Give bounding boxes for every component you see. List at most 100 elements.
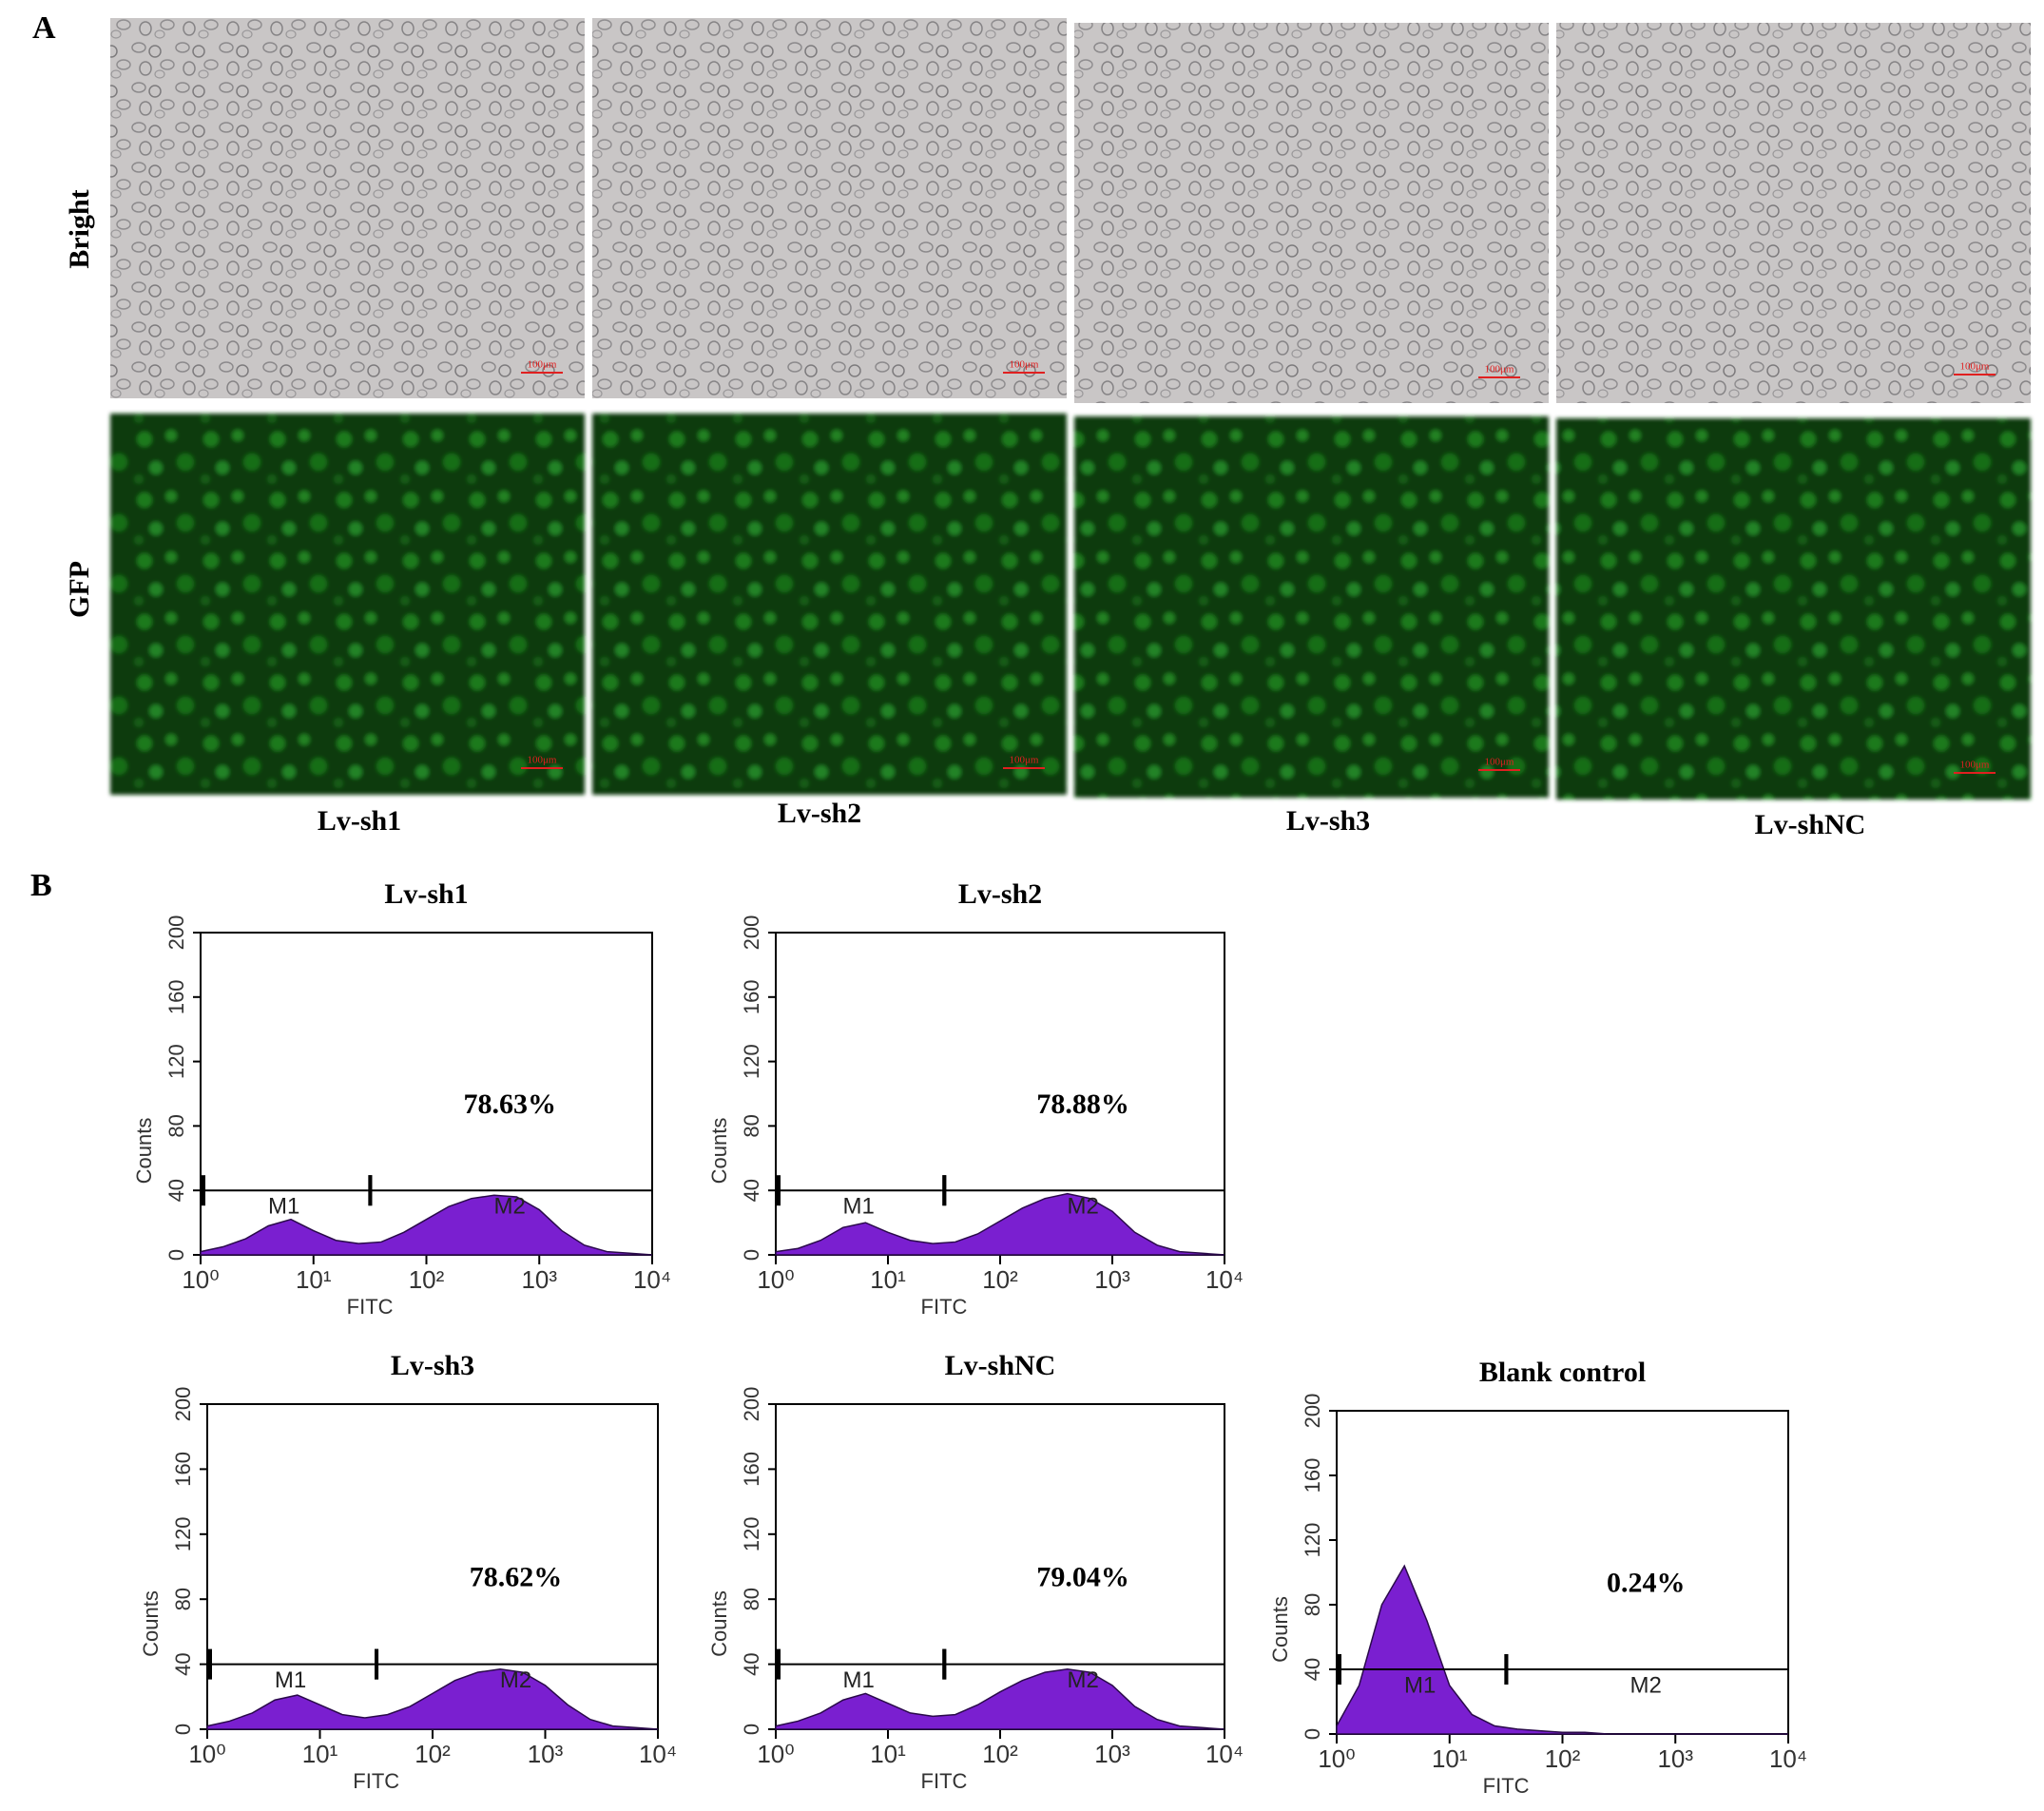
x-tick-label: 10² (1545, 1744, 1581, 1773)
y-tick-label: 120 (164, 1044, 188, 1079)
chart-title: Lv-shNC (945, 1350, 1056, 1381)
scale-bar-label: 100μm (1010, 755, 1039, 766)
x-axis-label: FITC (921, 1769, 968, 1793)
y-tick-label: 160 (171, 1452, 195, 1487)
x-tick-label: 10⁴ (1769, 1744, 1807, 1773)
x-tick-label: 10⁰ (182, 1265, 219, 1294)
bright-images (110, 18, 2031, 403)
plot-frame (775, 1403, 1225, 1730)
gfp-images (110, 414, 2031, 800)
plot-frame (775, 932, 1225, 1256)
gate-label: M1 (275, 1667, 306, 1693)
y-tick-label: 0 (164, 1249, 188, 1261)
column-label: Lv-sh1 (318, 805, 401, 837)
x-tick-label: 10¹ (1432, 1744, 1468, 1773)
x-tick-label: 10⁰ (757, 1740, 794, 1768)
x-tick-label: 10³ (1094, 1265, 1130, 1294)
gfp-image (1556, 418, 2031, 800)
row-label: GFP (64, 561, 95, 618)
scale-bar-label: 100μm (1485, 757, 1514, 768)
x-tick-label: 10⁴ (1205, 1740, 1244, 1768)
y-tick-label: 0 (1301, 1728, 1324, 1740)
row-label: Bright (64, 189, 95, 268)
y-tick-label: 200 (171, 1387, 195, 1422)
y-tick-label: 120 (171, 1516, 195, 1551)
y-tick-label: 0 (740, 1249, 763, 1261)
x-tick-label: 10² (409, 1265, 445, 1294)
y-tick-label: 80 (740, 1114, 763, 1137)
scale-bar-label: 100μm (1010, 359, 1039, 371)
x-tick-label: 10³ (521, 1265, 557, 1294)
y-tick-label: 120 (1301, 1523, 1324, 1558)
y-tick-label: 80 (171, 1588, 195, 1610)
x-tick-label: 10² (982, 1265, 1018, 1294)
gate-percentage: 0.24% (1607, 1567, 1686, 1598)
histogram-chart: Lv-sh3 0 40 80 120 160 200 Counts 10⁰ 10¹ 10² 10³ 10… (139, 1350, 677, 1793)
x-tick-label: 10¹ (870, 1265, 906, 1294)
chart-title: Lv-sh3 (391, 1350, 474, 1381)
x-tick-label: 10² (415, 1740, 451, 1768)
histogram-chart: Lv-sh1 0 40 80 120 160 200 Counts 10⁰ 10¹ 10² 10³ 10… (132, 878, 671, 1319)
gate-label: M2 (500, 1667, 531, 1693)
histogram-area (206, 1667, 659, 1730)
bright-image (1074, 23, 1549, 403)
x-tick-label: 10¹ (870, 1740, 906, 1768)
y-tick-label: 200 (740, 915, 763, 951)
scale-bars: 100μm 100μm 100μm 100μm 100μm 100μm 100μ… (521, 359, 1996, 774)
chart-title: Blank control (1479, 1357, 1646, 1388)
y-axis-label: Counts (1268, 1596, 1292, 1663)
x-tick-label: 10⁰ (188, 1740, 225, 1768)
histogram-chart: Lv-sh2 0 40 80 120 160 200 Counts 10⁰ 10¹ 10² 10³ 10… (707, 878, 1244, 1319)
bright-image (110, 18, 585, 398)
gate-percentage: 78.62% (470, 1562, 563, 1593)
bright-image (1556, 23, 2031, 403)
y-tick-label: 160 (164, 979, 188, 1014)
column-label: Lv-sh3 (1286, 805, 1370, 837)
x-tick-label: 10³ (1657, 1744, 1693, 1773)
plot-frame (206, 1403, 659, 1730)
gfp-image (110, 414, 585, 795)
x-tick-label: 10⁴ (633, 1265, 671, 1294)
gate-label: M1 (842, 1194, 874, 1220)
scale-bar-label: 100μm (528, 359, 557, 371)
histogram-area (775, 1667, 1225, 1730)
gate-label: M1 (842, 1667, 874, 1693)
y-tick-label: 0 (740, 1724, 763, 1735)
x-tick-label: 10⁰ (757, 1265, 794, 1294)
y-tick-label: 80 (740, 1588, 763, 1610)
histogram-chart: Lv-shNC 0 40 80 120 160 200 Counts 10⁰ 10¹ 10² 10³ 1… (707, 1350, 1244, 1793)
gate-percentage: 78.88% (1036, 1089, 1129, 1120)
x-tick-label: 10³ (1094, 1740, 1130, 1768)
y-tick-label: 120 (740, 1044, 763, 1079)
x-axis-label: FITC (353, 1769, 399, 1793)
y-axis-label: Counts (707, 1118, 731, 1185)
y-tick-label: 40 (171, 1652, 195, 1675)
column-label: Lv-sh2 (778, 798, 861, 829)
x-tick-label: 10³ (528, 1740, 564, 1768)
x-tick-label: 10¹ (302, 1740, 338, 1768)
gate-label: M2 (1630, 1672, 1662, 1698)
y-tick-label: 40 (740, 1652, 763, 1675)
gate-label: M2 (1067, 1194, 1098, 1220)
chart-title: Lv-sh1 (384, 878, 468, 910)
x-axis-label: FITC (1483, 1774, 1530, 1798)
x-tick-label: 10² (982, 1740, 1018, 1768)
y-tick-label: 40 (1301, 1658, 1324, 1681)
y-tick-label: 80 (1301, 1593, 1324, 1616)
gate-label: M2 (1067, 1667, 1098, 1693)
gate-label: M1 (1404, 1672, 1436, 1698)
column-label: Lv-shNC (1755, 809, 1866, 840)
scale-bar-label: 100μm (1485, 364, 1514, 376)
bright-image (592, 18, 1067, 398)
gate-label: M2 (494, 1194, 526, 1220)
scale-bar-label: 100μm (528, 755, 557, 766)
y-tick-label: 120 (740, 1516, 763, 1551)
x-tick-label: 10¹ (296, 1265, 332, 1294)
histogram-chart: Blank control 0 40 80 120 160 200 Counts 10⁰ 10¹ 1… (1268, 1357, 1807, 1798)
panel-label: B (30, 868, 52, 903)
x-axis-label: FITC (347, 1295, 394, 1319)
y-axis-label: Counts (139, 1590, 163, 1657)
histogram-area (200, 1194, 653, 1256)
